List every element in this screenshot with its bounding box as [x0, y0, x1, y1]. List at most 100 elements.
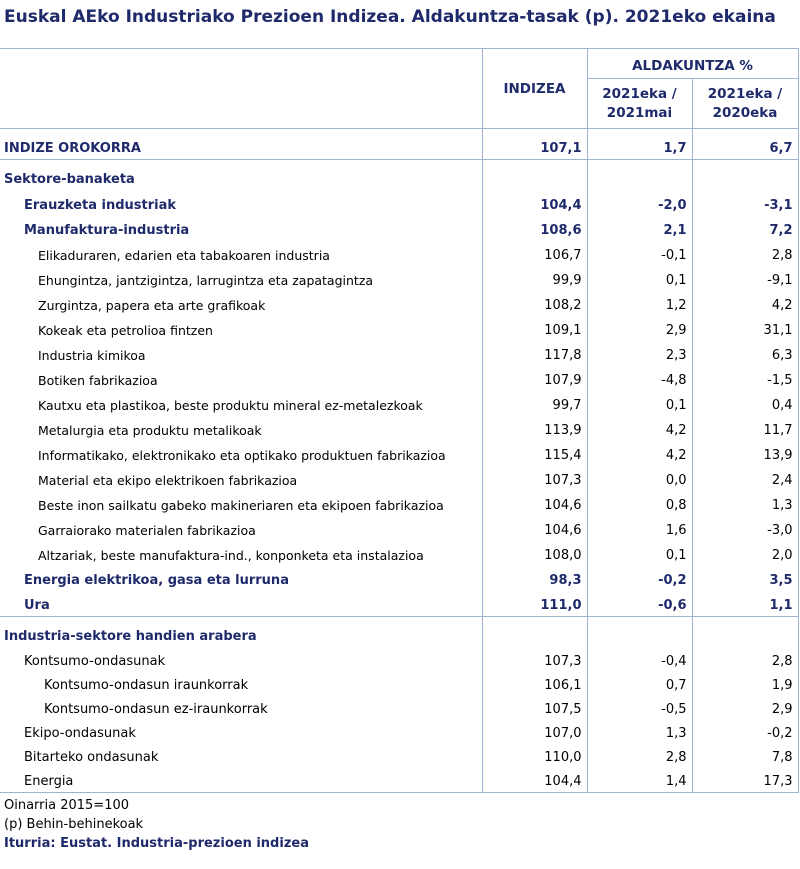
cell-yearly: 6,3 — [691, 341, 799, 366]
cell-monthly: 2,1 — [586, 216, 692, 241]
table-row: Informatikako, elektronikako eta optikak… — [0, 441, 799, 466]
cell-index: 115,4 — [481, 441, 587, 466]
cell-yearly: 2,0 — [691, 541, 799, 566]
cell-monthly: 2,3 — [586, 341, 692, 366]
row-label: Energia elektrikoa, gasa eta lurruna — [24, 573, 289, 588]
row-orokorra: INDIZE OROKORRA 107,1 1,7 6,7 — [0, 128, 799, 160]
header-aldakuntza: ALDAKUNTZA % — [586, 48, 799, 79]
cell-yearly: 1,9 — [691, 672, 799, 696]
cell-yearly: -3,1 — [691, 191, 799, 216]
cell-yearly: -3,0 — [691, 516, 799, 541]
row-label: Kontsumo-ondasunak — [24, 654, 166, 669]
cell-index: 104,4 — [481, 191, 587, 216]
row-label: Kautxu eta plastikoa, beste produktu min… — [38, 398, 423, 413]
cell-monthly: -2,0 — [586, 191, 692, 216]
row-label: Energia — [0, 768, 482, 793]
table-row: Metalurgia eta produktu metalikoak 113,9 4… — [0, 416, 799, 441]
cell-index: 113,9 — [481, 416, 587, 441]
cell-yearly: 31,1 — [691, 316, 799, 341]
cell-index: 107,3 — [481, 466, 587, 491]
cell-monthly: 0,0 — [586, 466, 692, 491]
table-row: Bitarteko ondasunak 110,0 2,8 7,8 — [0, 744, 799, 768]
cell-yearly: -0,2 — [691, 720, 799, 744]
cell-monthly: -0,2 — [586, 566, 692, 591]
row-label: Informatikako, elektronikako eta optikak… — [38, 448, 446, 463]
table-row: Kontsumo-ondasun iraunkorrak 106,1 0,7 1,9 — [0, 672, 799, 696]
cell-yearly: 0,4 — [691, 391, 799, 416]
cell-yearly: 7,2 — [691, 216, 799, 241]
cell-monthly: -4,8 — [586, 366, 692, 391]
row-label: Kontsumo-ondasun iraunkorrak — [44, 678, 249, 693]
cell-yearly: 3,5 — [691, 566, 799, 591]
cell-monthly: 0,1 — [586, 266, 692, 291]
cell-monthly: -0,6 — [586, 591, 692, 617]
header-yearly: 2021eka / 2020eka — [691, 78, 799, 129]
cell-monthly: -0,5 — [586, 696, 692, 720]
table-row: Kontsumo-ondasunak 107,3 -0,4 2,8 — [0, 648, 799, 672]
header-monthly: 2021eka / 2021mai — [586, 78, 692, 129]
section-handien: Industria-sektore handien arabera — [0, 616, 799, 648]
row-label: Material eta ekipo elektrikoen fabrikazi… — [38, 473, 298, 488]
cell-index: 107,1 — [481, 128, 587, 160]
cell-index: 108,0 — [481, 541, 587, 566]
cell-index: 98,3 — [481, 566, 587, 591]
row-label: Erauzketa industriak — [24, 198, 177, 213]
cell-monthly: 1,6 — [586, 516, 692, 541]
row-label: Bitarteko ondasunak — [24, 750, 159, 765]
row-label: INDIZE OROKORRA — [0, 128, 482, 160]
cell-index: 99,9 — [481, 266, 587, 291]
cell-monthly: 0,1 — [586, 391, 692, 416]
table-row: Botiken fabrikazioa 107,9 -4,8 -1,5 — [0, 366, 799, 391]
cell-monthly: 2,9 — [586, 316, 692, 341]
note-provisional: (p) Behin-behinekoak — [4, 817, 144, 832]
section-title: Industria-sektore handien arabera — [0, 616, 482, 648]
row-label: Manufaktura-industria — [24, 223, 190, 238]
section-sektore: Sektore-banaketa — [0, 159, 799, 191]
row-label: Altzariak, beste manufaktura-ind., konpo… — [38, 548, 424, 563]
row-label: Kokeak eta petrolioa fintzen — [38, 323, 213, 338]
cell-index: 107,5 — [481, 696, 587, 720]
table-row: Ehungintza, jantzigintza, larrugintza et… — [0, 266, 799, 291]
cell-monthly: 0,7 — [586, 672, 692, 696]
cell-index: 107,0 — [481, 720, 587, 744]
row-label: Ura — [24, 598, 50, 613]
cell-index: 107,3 — [481, 648, 587, 672]
row-label: Kontsumo-ondasun ez-iraunkorrak — [44, 702, 268, 717]
table-row: Kokeak eta petrolioa fintzen 109,1 2,9 31,1 — [0, 316, 799, 341]
cell-yearly: 7,8 — [691, 744, 799, 768]
header-indizea: INDIZEA — [481, 48, 587, 129]
row-label: Elikaduraren, edarien eta tabakoaren ind… — [38, 248, 330, 263]
cell-index: 104,6 — [481, 516, 587, 541]
row-label: Botiken fabrikazioa — [38, 373, 158, 388]
table-row: Ura 111,0 -0,6 1,1 — [0, 591, 799, 617]
table-row: Industria kimikoa 117,8 2,3 6,3 — [0, 341, 799, 366]
row-label: Ehungintza, jantzigintza, larrugintza et… — [38, 273, 374, 288]
cell-yearly: 4,2 — [691, 291, 799, 316]
cell-yearly: 17,3 — [691, 768, 799, 793]
cell-yearly: 13,9 — [691, 441, 799, 466]
cell-index: 106,7 — [481, 241, 587, 266]
table-row: Kautxu eta plastikoa, beste produktu min… — [0, 391, 799, 416]
cell-monthly: 4,2 — [586, 416, 692, 441]
cell-index: 108,2 — [481, 291, 587, 316]
page-title: Euskal AEko Industriako Prezioen Indizea… — [4, 7, 776, 27]
table-row: Manufaktura-industria 108,6 2,1 7,2 — [0, 216, 799, 241]
row-label: Garraiorako materialen fabrikazioa — [38, 523, 256, 538]
table-row: Material eta ekipo elektrikoen fabrikazi… — [0, 466, 799, 491]
cell-index: 99,7 — [481, 391, 587, 416]
cell-monthly: 1,2 — [586, 291, 692, 316]
cell-monthly: 1,7 — [586, 128, 692, 160]
cell-index: 111,0 — [481, 591, 587, 617]
cell-yearly: 2,8 — [691, 648, 799, 672]
price-index-table: INDIZEA ALDAKUNTZA % 2021eka / 2021mai 2… — [0, 48, 799, 793]
row-label: Metalurgia eta produktu metalikoak — [38, 423, 262, 438]
table-row: Altzariak, beste manufaktura-ind., konpo… — [0, 541, 799, 566]
table-row: Zurgintza, papera eta arte grafikoak 108,… — [0, 291, 799, 316]
cell-yearly: 1,3 — [691, 491, 799, 516]
cell-monthly: 1,4 — [586, 768, 692, 793]
cell-index: 104,6 — [481, 491, 587, 516]
cell-index: 108,6 — [481, 216, 587, 241]
cell-index: 104,4 — [481, 768, 587, 793]
cell-index: 106,1 — [481, 672, 587, 696]
cell-index: 109,1 — [481, 316, 587, 341]
